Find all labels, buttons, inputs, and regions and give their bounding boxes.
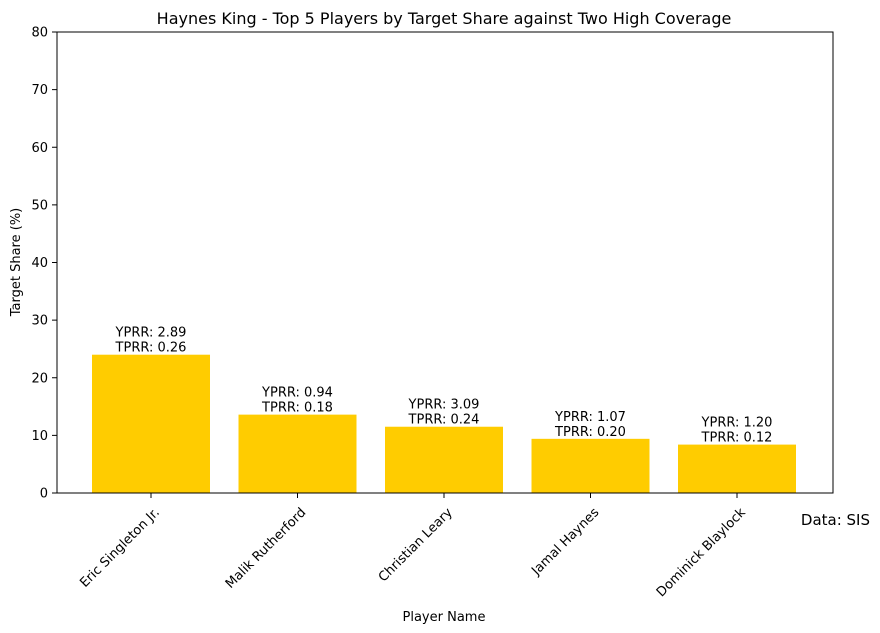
y-tick-label: 60: [31, 141, 48, 156]
bar-label-tprr: TPRR: 0.26: [115, 341, 187, 356]
bar-label-tprr: TPRR: 0.24: [408, 413, 480, 428]
y-tick-label: 30: [31, 314, 48, 329]
bar-label-yprr: YPRR: 0.94: [261, 386, 333, 401]
bar: [238, 414, 357, 493]
x-tick-label: Dominick Blaylock: [654, 505, 749, 600]
x-axis: Eric Singleton Jr. Malik Rutherford Christ…: [77, 493, 749, 600]
x-tick-label: Malik Rutherford: [223, 505, 310, 592]
bar: [531, 438, 650, 493]
bar-label-tprr: TPRR: 0.18: [261, 401, 333, 416]
bar: [678, 444, 796, 493]
chart-title: Haynes King - Top 5 Players by Target Sh…: [157, 9, 732, 28]
x-axis-label: Player Name: [403, 610, 486, 625]
bar-label-tprr: TPRR: 0.20: [554, 425, 626, 440]
x-tick-label: Eric Singleton Jr.: [77, 505, 163, 591]
y-tick-label: 10: [31, 429, 48, 444]
bar-label-yprr: YPRR: 1.07: [554, 410, 626, 425]
bars-group: [92, 354, 796, 493]
y-tick-label: 80: [31, 26, 48, 41]
bar-label-yprr: YPRR: 1.20: [701, 416, 773, 431]
bar-label-yprr: YPRR: 3.09: [408, 398, 480, 413]
bar-label-tprr: TPRR: 0.12: [701, 431, 773, 446]
y-tick-label: 40: [31, 256, 48, 271]
x-tick-label: Jamal Haynes: [528, 505, 602, 579]
source-note: Data: SIS: [801, 511, 870, 529]
y-tick-label: 50: [31, 198, 48, 213]
bar-label-yprr: YPRR: 2.89: [115, 326, 187, 341]
y-axis: 0 10 20 30 40 50 60 70 80: [31, 26, 57, 502]
bar: [92, 354, 210, 493]
y-tick-label: 20: [31, 371, 48, 386]
y-axis-label: Target Share (%): [9, 208, 24, 318]
y-tick-label: 0: [40, 487, 48, 502]
x-tick-label: Christian Leary: [376, 505, 456, 585]
y-tick-label: 70: [31, 83, 48, 98]
bar: [385, 426, 503, 493]
